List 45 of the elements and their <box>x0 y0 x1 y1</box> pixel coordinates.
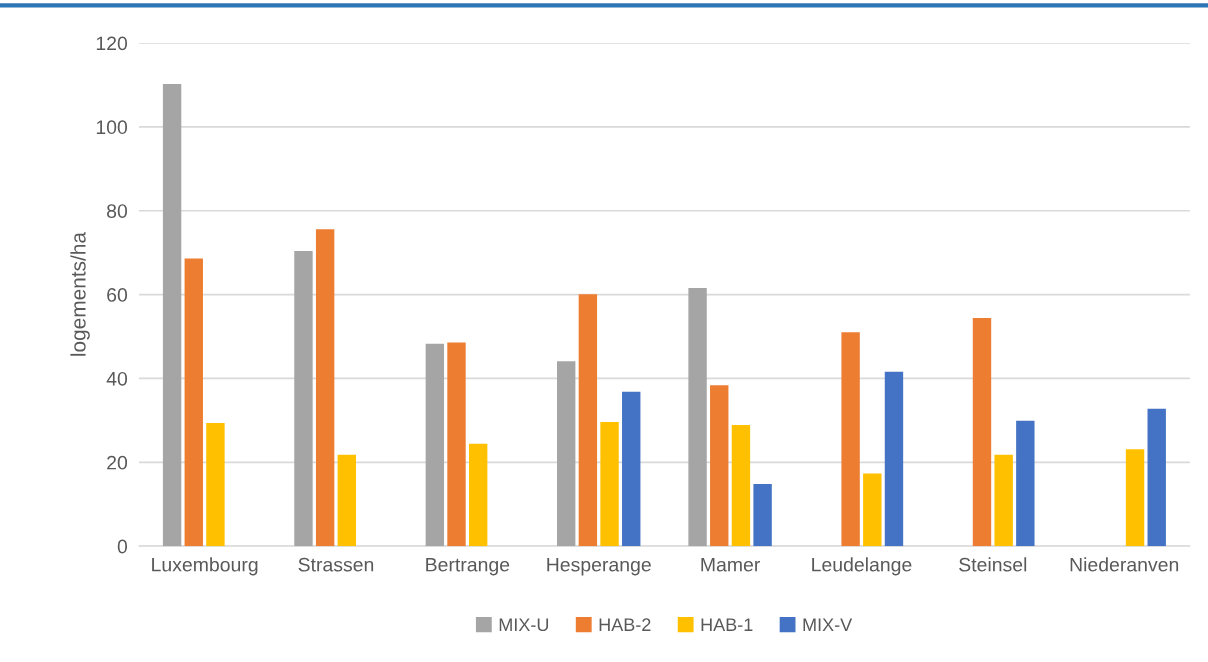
x-tick-label: Niederanven <box>1070 557 1179 572</box>
bar <box>884 371 904 547</box>
bar <box>557 361 576 547</box>
bar <box>447 342 466 547</box>
y-tick-label: 100 <box>96 120 128 135</box>
bar <box>972 318 992 547</box>
bar <box>710 385 729 547</box>
bar <box>622 391 641 547</box>
bar <box>468 443 488 547</box>
bar <box>1147 408 1166 547</box>
x-tick-label: Bertrange <box>426 557 510 576</box>
x-tick-label: Steinsel <box>959 557 1027 572</box>
bar <box>184 258 203 547</box>
legend-label: MIX-U <box>499 618 549 632</box>
bar <box>731 424 751 547</box>
bar <box>600 422 619 547</box>
x-tick-label: Mamer <box>701 557 761 572</box>
legend-label: HAB-2 <box>599 618 651 631</box>
x-tick-label: Luxembourg <box>152 557 258 576</box>
bar <box>994 454 1013 547</box>
y-tick-label: 0 <box>117 539 128 554</box>
x-tick-label: Leudelange <box>812 557 912 576</box>
bar <box>1125 449 1145 547</box>
y-tick-label: 80 <box>107 204 128 218</box>
bar <box>578 294 598 547</box>
bar <box>425 343 445 547</box>
y-tick-label: 40 <box>106 371 128 386</box>
bar <box>688 287 707 547</box>
y-tick-label: 120 <box>96 36 128 51</box>
bar <box>863 473 882 547</box>
bar <box>162 84 182 547</box>
x-tick-label: Strassen <box>298 557 374 572</box>
bar <box>337 454 357 547</box>
bar <box>753 484 772 547</box>
x-tick-label: Hesperange <box>547 557 651 576</box>
legend-label: HAB-1 <box>701 618 753 631</box>
bar <box>315 229 335 547</box>
bar <box>1016 420 1035 547</box>
bar <box>294 250 313 547</box>
legend-label: MIX-V <box>803 618 853 631</box>
y-tick-label: 60 <box>107 288 128 302</box>
bar <box>841 332 860 547</box>
y-tick-label: 20 <box>107 455 128 470</box>
bar <box>206 422 225 547</box>
y-axis-title: logements/ha <box>70 232 90 356</box>
